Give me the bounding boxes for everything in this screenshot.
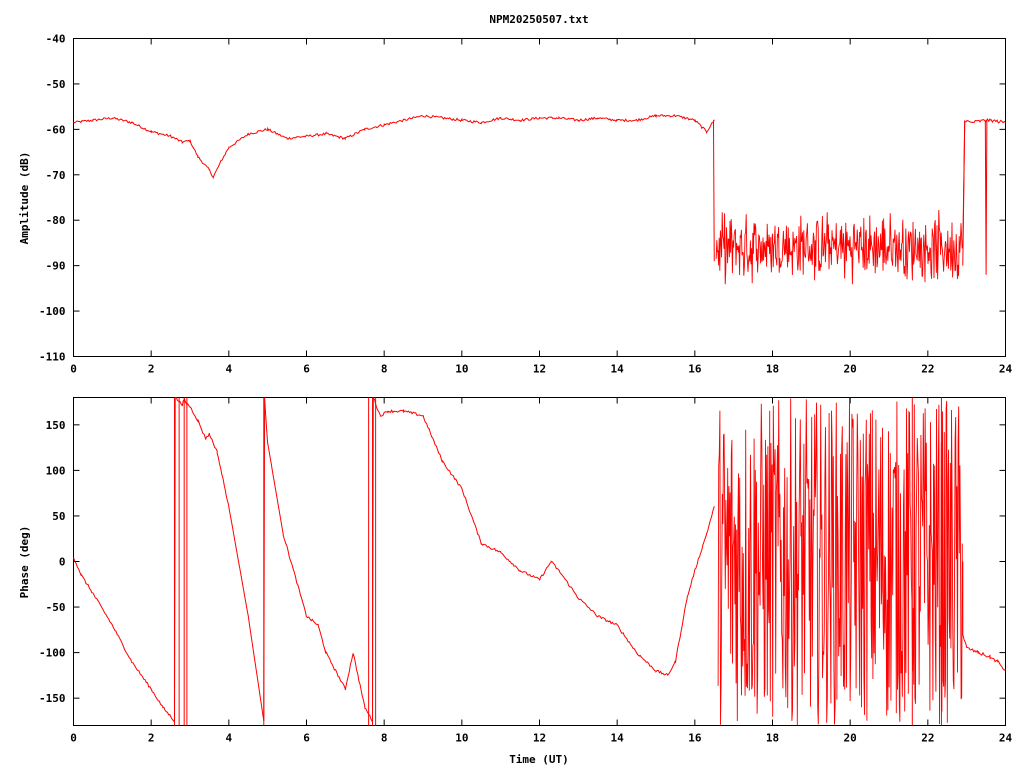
phase-x-tick-label: 8 — [381, 732, 388, 745]
amplitude-y-tick-label: -70 — [46, 169, 66, 182]
chart-title: NPM20250507.txt — [489, 13, 588, 26]
phase-y-tick-label: 50 — [52, 510, 65, 523]
phase-y-tick-label: 100 — [46, 464, 66, 477]
amplitude-x-tick-label: 14 — [611, 363, 625, 376]
phase-x-tick-label: 6 — [303, 732, 310, 745]
amplitude-y-tick-label: -110 — [39, 351, 66, 364]
phase-y-tick-label: -150 — [39, 692, 66, 705]
amplitude-noise-band — [715, 209, 963, 285]
phase-series-tail — [962, 561, 1006, 671]
phase-x-tick-label: 2 — [148, 732, 155, 745]
amplitude-series — [73, 114, 1006, 285]
phase-series — [73, 397, 1006, 726]
amplitude-x-tick-label: 18 — [766, 363, 779, 376]
amplitude-x-tick-label: 24 — [999, 363, 1013, 376]
amplitude-x-tick-label: 0 — [70, 363, 77, 376]
phase-x-tick-label: 4 — [226, 732, 233, 745]
amplitude-x-tick-label: 4 — [226, 363, 233, 376]
phase-y-tick-label: -100 — [39, 647, 66, 660]
amplitude-x-tick-label: 6 — [303, 363, 310, 376]
amplitude-panel: -40-50-60-70-80-90-100-110 0 2 4 6 8 10 12 14 16… — [18, 33, 1012, 376]
amplitude-x-tick-label: 22 — [921, 363, 934, 376]
amplitude-x-tick-label: 12 — [533, 363, 546, 376]
phase-x-tick-label: 18 — [766, 732, 779, 745]
phase-x-tick-label: 14 — [611, 732, 625, 745]
phase-y-axis: 150 100 50 0 -50 -100 -150 — [39, 419, 1006, 705]
phase-noise-band — [717, 397, 963, 726]
amplitude-x-tick-label: 2 — [148, 363, 155, 376]
amplitude-y-axis: -40 -50 -60 -70 -80 -90 -100 -110 — [39, 33, 1006, 364]
amplitude-series-tail — [962, 118, 1006, 248]
phase-series-line — [73, 397, 715, 724]
phase-x-tick-label: 16 — [688, 732, 702, 745]
amplitude-y-tick-label: -50 — [46, 78, 66, 91]
amplitude-y-tick-label: -90 — [46, 260, 66, 273]
phase-y-tick-label: 150 — [46, 419, 66, 432]
amplitude-plot-frame — [73, 38, 1006, 357]
amplitude-y-axis-label: Amplitude (dB) — [18, 152, 31, 245]
phase-x-tick-label: 0 — [70, 732, 77, 745]
phase-x-tick-label: 10 — [455, 732, 468, 745]
phase-x-tick-label: 24 — [999, 732, 1013, 745]
amplitude-y-tick-label: -60 — [46, 123, 66, 136]
amplitude-x-tick-label: 8 — [381, 363, 388, 376]
amplitude-series-line — [73, 114, 715, 180]
amplitude-x-tick-label: 10 — [455, 363, 468, 376]
amplitude-y-tick-label: -40 — [46, 33, 66, 46]
amplitude-x-axis: 0 2 4 6 8 10 12 14 16 18 20 22 24 — [70, 38, 1013, 376]
phase-x-tick-label: 12 — [533, 732, 546, 745]
phase-x-axis-label: Time (UT) — [509, 753, 569, 766]
phase-y-tick-label: -50 — [46, 601, 66, 614]
phase-x-tick-label: 22 — [921, 732, 934, 745]
phase-x-axis: 0 2 4 6 8 10 12 14 16 18 20 22 24 — [70, 397, 1013, 745]
phase-x-tick-label: 20 — [844, 732, 857, 745]
phase-y-axis-label: Phase (deg) — [18, 526, 31, 599]
amplitude-y-tick-label: -80 — [46, 214, 66, 227]
phase-y-tick-label: 0 — [59, 556, 66, 569]
amplitude-x-tick-label: 20 — [844, 363, 857, 376]
amplitude-y-tick-label: -100 — [39, 305, 66, 318]
amplitude-x-tick-label: 16 — [688, 363, 702, 376]
